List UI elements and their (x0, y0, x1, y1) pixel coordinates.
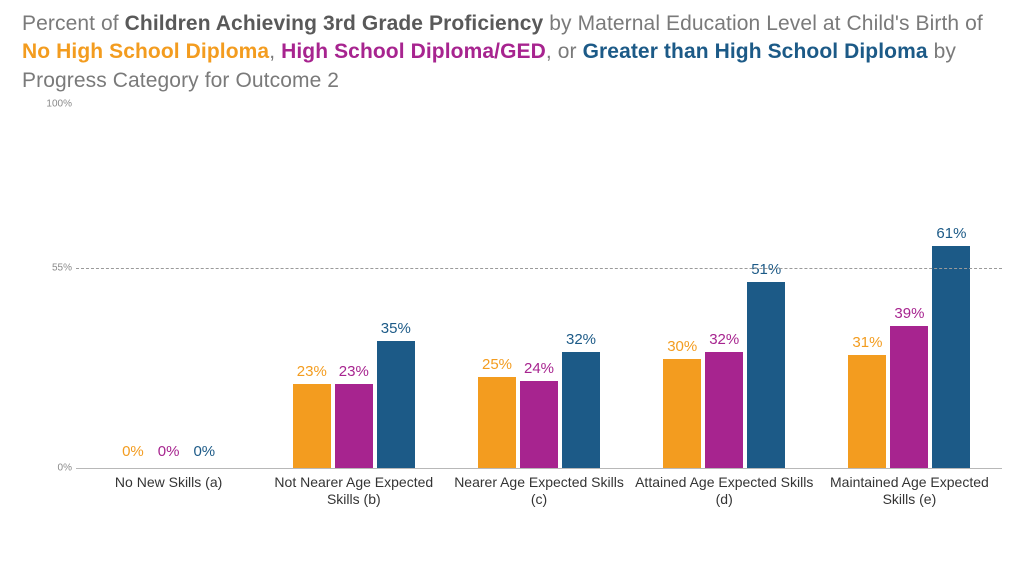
title-text: , or (546, 40, 583, 63)
bar: 61% (932, 246, 970, 468)
bar: 25% (478, 377, 516, 468)
bar-value-label: 0% (122, 443, 144, 460)
bar-value-label: 61% (936, 225, 966, 242)
category-label: Attained Age Expected Skills (d) (632, 474, 817, 508)
y-tick-label: 100% (46, 99, 72, 110)
bar-group: 0%0%0%No New Skills (a) (76, 104, 261, 468)
bar-value-label: 0% (193, 443, 215, 460)
bars: 25%24%32% (446, 104, 631, 468)
chart-area: 0%55%100% 0%0%0%No New Skills (a)23%23%3… (34, 104, 1002, 564)
bar: 32% (705, 352, 743, 468)
bar-value-label: 51% (751, 261, 781, 278)
bar-value-label: 35% (381, 320, 411, 337)
bar-groups: 0%0%0%No New Skills (a)23%23%35%Not Near… (76, 104, 1002, 468)
bar-value-label: 31% (852, 334, 882, 351)
bar-value-label: 32% (566, 331, 596, 348)
plot-area: 0%0%0%No New Skills (a)23%23%35%Not Near… (76, 104, 1002, 514)
category-label: No New Skills (a) (76, 474, 261, 491)
bar-value-label: 0% (158, 443, 180, 460)
title-text: Percent of (22, 12, 125, 35)
bar: 39% (890, 326, 928, 468)
bar-group: 30%32%51%Attained Age Expected Skills (d… (632, 104, 817, 468)
chart-container: Percent of Children Achieving 3rd Grade … (0, 0, 1024, 576)
y-tick-label: 55% (52, 262, 72, 273)
bar-value-label: 23% (339, 363, 369, 380)
category-label: Not Nearer Age Expected Skills (b) (261, 474, 446, 508)
bars: 31%39%61% (817, 104, 1002, 468)
bars: 23%23%35% (261, 104, 446, 468)
baseline (76, 468, 1002, 469)
title-text: by Maternal Education Level at Child's B… (543, 12, 983, 35)
title-series2: High School Diploma/GED (281, 40, 546, 63)
reference-line (76, 268, 1002, 269)
bar-group: 31%39%61%Maintained Age Expected Skills … (817, 104, 1002, 468)
bar-value-label: 25% (482, 356, 512, 373)
bar: 35% (377, 341, 415, 468)
bar-value-label: 24% (524, 360, 554, 377)
bar-value-label: 32% (709, 331, 739, 348)
title-bold: Children Achieving 3rd Grade Proficiency (125, 12, 544, 35)
bar: 51% (747, 282, 785, 468)
title-series3: Greater than High School Diploma (583, 40, 928, 63)
category-label: Nearer Age Expected Skills (c) (446, 474, 631, 508)
bar: 32% (562, 352, 600, 468)
bar: 24% (520, 381, 558, 468)
bar-group: 25%24%32%Nearer Age Expected Skills (c) (446, 104, 631, 468)
title-series1: No High School Diploma (22, 40, 269, 63)
bar-value-label: 30% (667, 338, 697, 355)
title-text: , (269, 40, 281, 63)
y-tick-label: 0% (58, 463, 72, 474)
bar: 23% (293, 384, 331, 468)
bar: 30% (663, 359, 701, 468)
chart-title: Percent of Children Achieving 3rd Grade … (22, 10, 1002, 95)
bar-value-label: 23% (297, 363, 327, 380)
bar: 31% (848, 355, 886, 468)
bars: 30%32%51% (632, 104, 817, 468)
category-label: Maintained Age Expected Skills (e) (817, 474, 1002, 508)
zero-value-row: 0% 0% 0% (76, 443, 261, 460)
y-axis: 0%55%100% (34, 104, 76, 514)
bar-value-label: 39% (894, 305, 924, 322)
bar-group: 23%23%35%Not Nearer Age Expected Skills … (261, 104, 446, 468)
bar: 23% (335, 384, 373, 468)
